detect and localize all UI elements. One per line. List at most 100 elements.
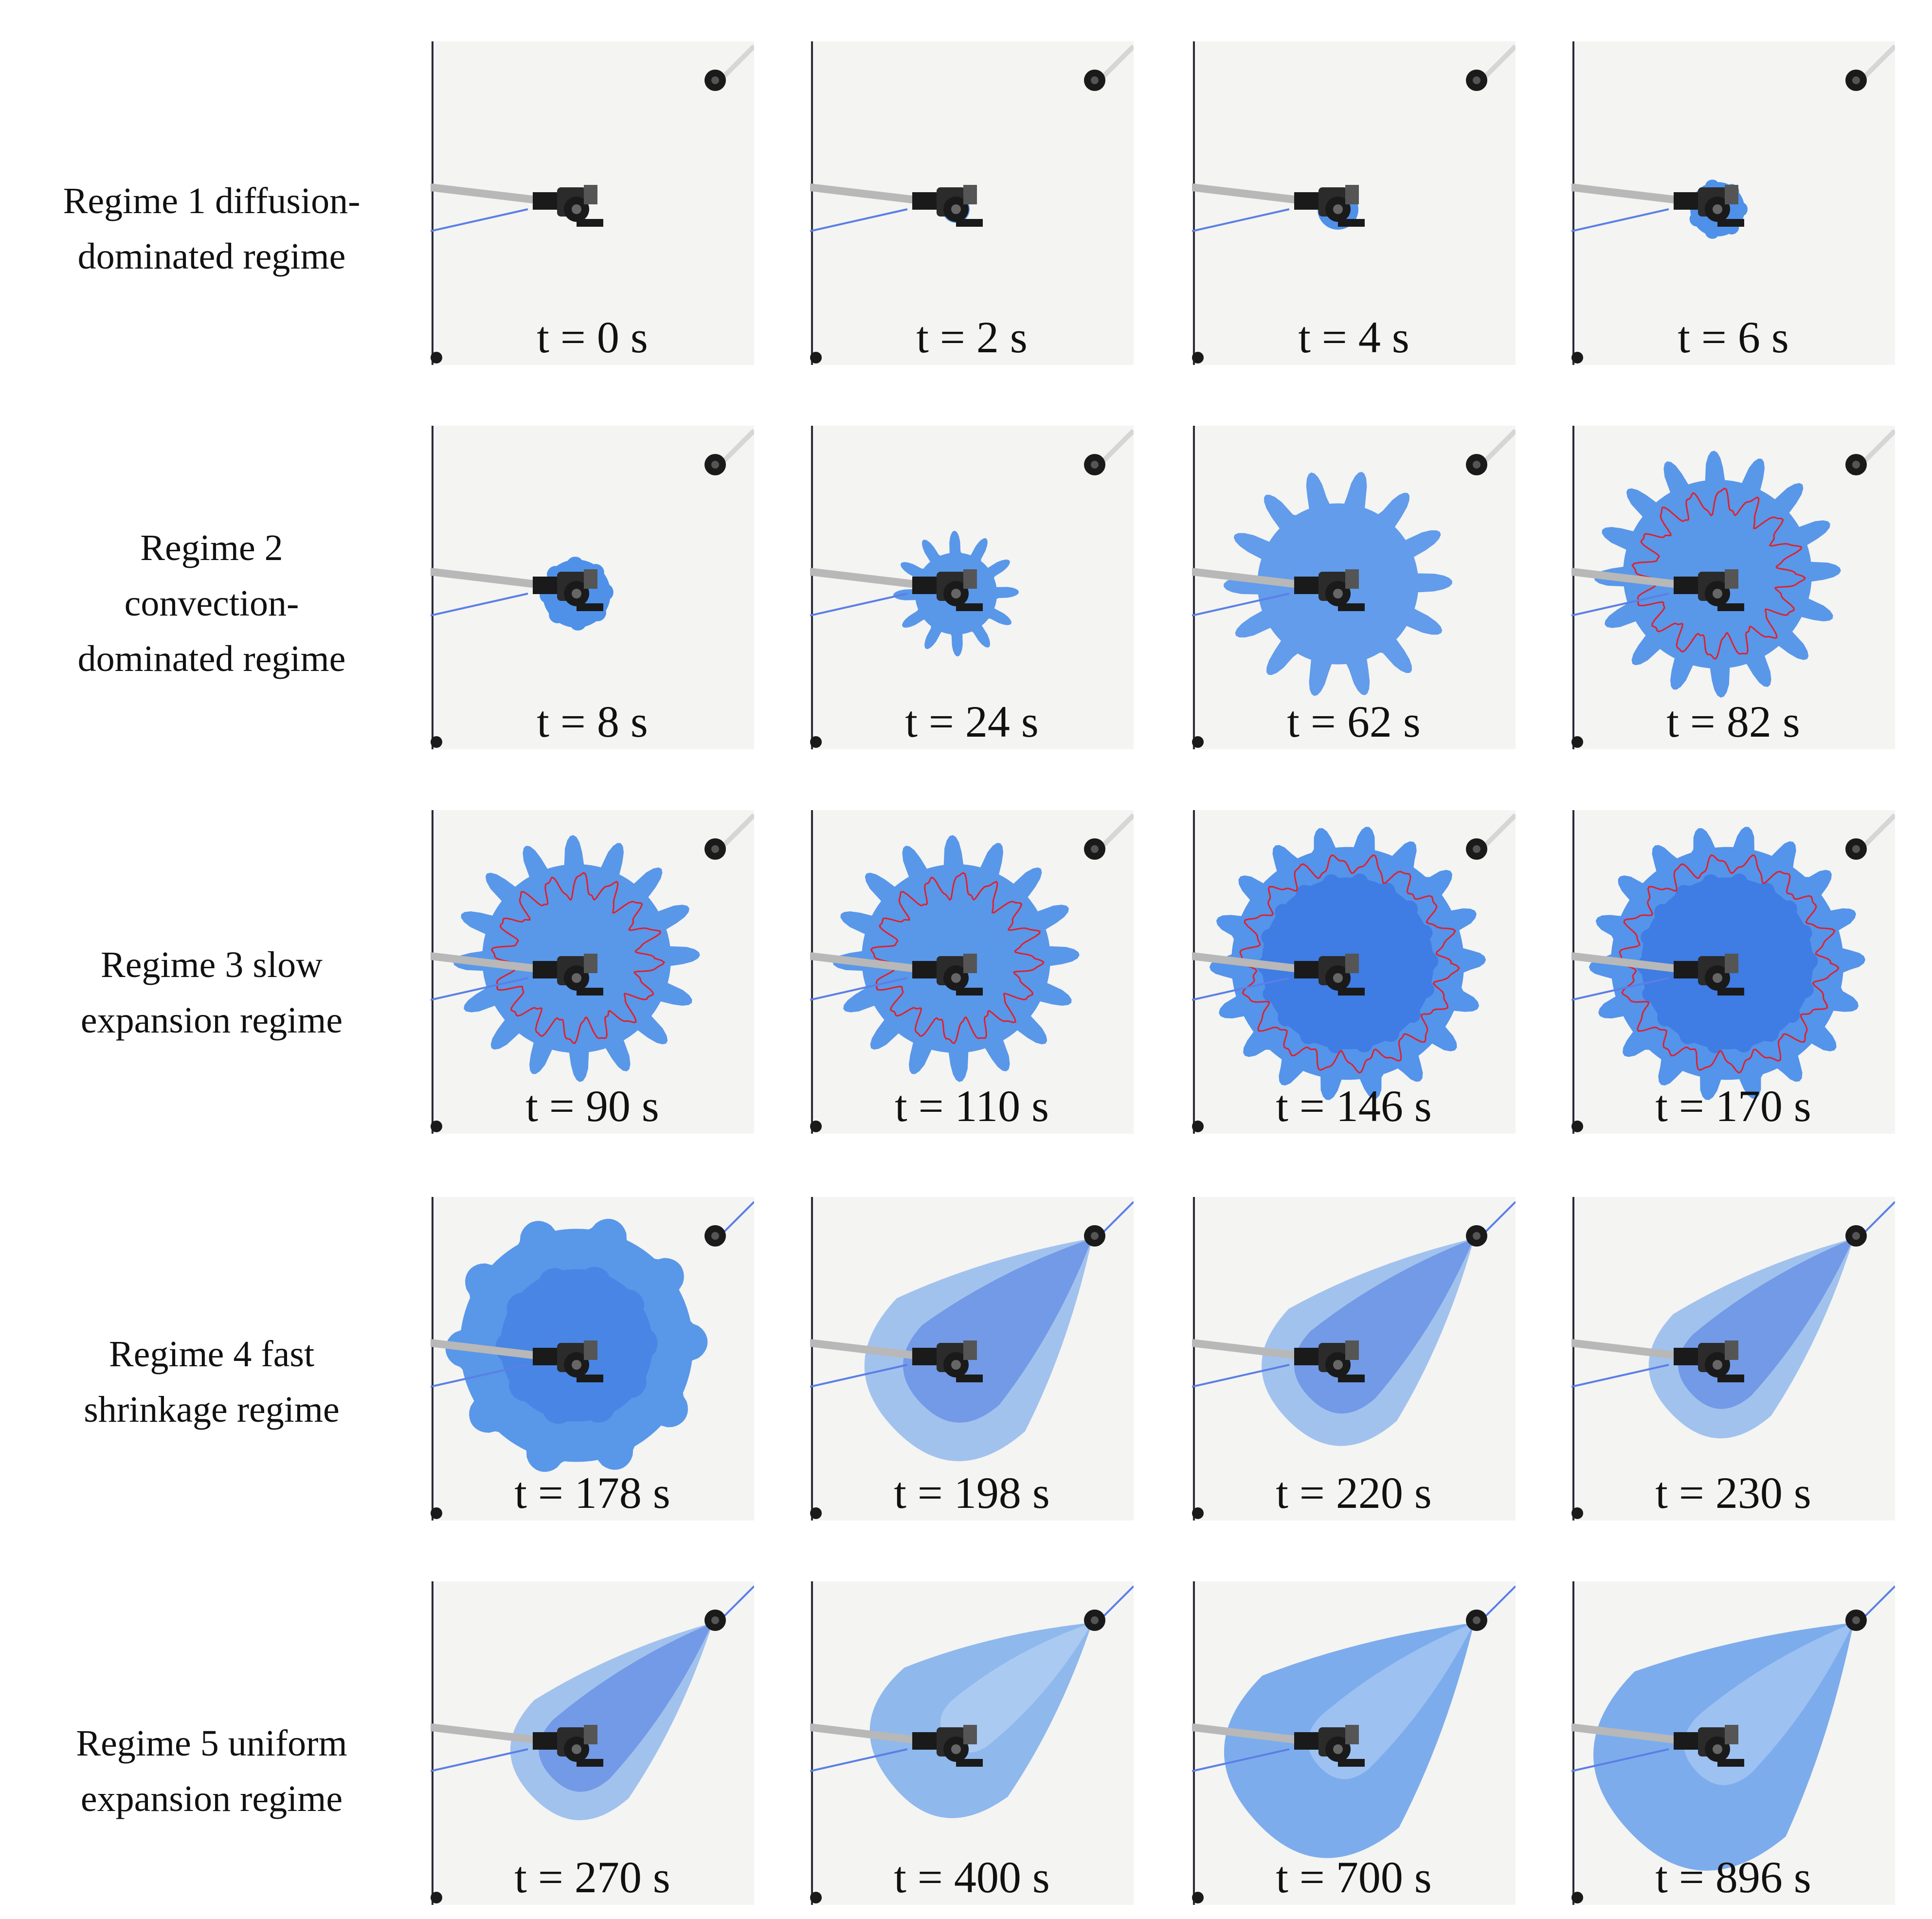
snapshot-image <box>1192 1581 1516 1905</box>
snapshot-image <box>1192 810 1516 1134</box>
interface-line <box>1631 488 1806 660</box>
blue-tube <box>1571 977 1669 1001</box>
time-label: t = 8 s <box>537 697 648 746</box>
corner-knob <box>1571 1892 1583 1903</box>
time-label: t = 700 s <box>1276 1852 1432 1902</box>
injector-assembly <box>912 1725 983 1767</box>
injector-assembly <box>1294 954 1365 996</box>
blue-tube <box>1192 1748 1290 1772</box>
time-label: t = 0 s <box>537 312 648 362</box>
corner-knob <box>1192 1892 1204 1903</box>
regime-label: Regime 2 convection-dominated regime <box>19 520 404 687</box>
injector-assembly <box>1294 569 1365 611</box>
regime-label-line: Regime 2 <box>140 527 283 568</box>
outlet-knob-center <box>1852 845 1860 853</box>
snapshot-panel: t = 220 s <box>1192 1197 1516 1521</box>
blue-tube <box>1192 593 1290 616</box>
snapshot-image <box>431 1197 754 1521</box>
corner-knob <box>810 736 822 748</box>
regime-label-line: Regime 4 fast <box>108 1334 315 1375</box>
blue-tube <box>431 1364 528 1388</box>
corner-knob <box>431 352 442 363</box>
dye-highlight <box>940 1623 1092 1753</box>
dye-plume-outer <box>864 1238 1092 1462</box>
regime-label-line: expansion regime <box>80 1000 343 1041</box>
snapshot-panel: t = 400 s <box>810 1581 1134 1905</box>
blue-tube <box>1192 208 1290 232</box>
dye-drop <box>869 1623 1092 1818</box>
tube <box>431 1339 537 1359</box>
injector-assembly <box>912 1340 983 1382</box>
tube <box>1571 952 1678 972</box>
injector-assembly <box>1674 569 1744 611</box>
dye-plume-core <box>1294 1238 1474 1414</box>
regime-label: Regime 4 fast shrinkage regime <box>19 1326 404 1437</box>
corner-knob <box>431 736 442 748</box>
injector-assembly <box>1674 185 1744 227</box>
corner-knob <box>1571 352 1583 363</box>
corner-knob <box>1571 1121 1583 1132</box>
regime-label-line: shrinkage regime <box>84 1389 340 1430</box>
outlet-knob-center <box>1091 76 1099 84</box>
time-label: t = 146 s <box>1276 1081 1432 1131</box>
snapshot-image <box>1571 810 1895 1134</box>
injector-assembly <box>1294 1340 1365 1382</box>
time-label: t = 24 s <box>905 697 1039 746</box>
outlet-knob-center <box>1091 1232 1099 1240</box>
blue-tube <box>810 1364 908 1388</box>
snapshot-panel: t = 230 s <box>1571 1197 1895 1521</box>
snapshot-image <box>810 810 1134 1134</box>
tube <box>810 952 916 972</box>
time-label: t = 198 s <box>894 1468 1050 1518</box>
injector-assembly <box>533 1725 603 1767</box>
snapshot-image <box>431 426 754 749</box>
tube <box>810 183 916 203</box>
corner-knob <box>431 1892 442 1903</box>
outlet-knob-center <box>1852 461 1860 469</box>
regime-label: Regime 3 slow expansion regime <box>19 937 404 1048</box>
snapshot-image <box>1571 1581 1895 1905</box>
snapshot-panel: t = 8 s <box>431 426 754 749</box>
outlet-knob-center <box>1091 845 1099 853</box>
snapshot-image <box>810 1581 1134 1905</box>
corner-knob <box>1192 1507 1204 1519</box>
snapshot-image <box>431 41 754 365</box>
tube <box>1571 568 1678 588</box>
outlet-knob-center <box>1473 461 1481 469</box>
blue-tube <box>1192 977 1290 1001</box>
blue-tube <box>1571 1364 1669 1388</box>
injector-assembly <box>912 569 983 611</box>
injector-assembly <box>1294 185 1365 227</box>
corner-knob <box>810 1892 822 1903</box>
time-label: t = 6 s <box>1678 312 1789 362</box>
tube <box>431 1723 537 1743</box>
injector-assembly <box>533 569 603 611</box>
dye-plume-outer <box>1262 1238 1474 1446</box>
outlet-knob-center <box>711 1232 719 1240</box>
outlet-knob-center <box>711 1616 719 1624</box>
tube <box>1192 952 1298 972</box>
blue-tube <box>431 208 528 232</box>
tube <box>431 568 537 588</box>
snapshot-panel: t = 178 s <box>431 1197 754 1521</box>
outlet-knob-center <box>711 76 719 84</box>
regime-label-line: dominated regime <box>77 638 346 679</box>
snapshot-panel: t = 62 s <box>1192 426 1516 749</box>
time-label: t = 896 s <box>1655 1852 1811 1902</box>
snapshot-panel: t = 896 s <box>1571 1581 1895 1905</box>
snapshot-image <box>1571 1197 1895 1521</box>
injector-assembly <box>1674 1340 1744 1382</box>
snapshot-image <box>1192 1197 1516 1521</box>
outlet-knob-center <box>1852 1232 1860 1240</box>
injector-assembly <box>1674 954 1744 996</box>
time-label: t = 400 s <box>894 1852 1050 1902</box>
corner-knob <box>431 1121 442 1132</box>
snapshot-image <box>810 426 1134 749</box>
blue-tube <box>810 208 908 232</box>
corner-knob <box>810 352 822 363</box>
blue-tube <box>810 1748 908 1772</box>
outlet-knob-center <box>711 461 719 469</box>
outlet-knob-center <box>711 845 719 853</box>
interface-line <box>870 872 1045 1044</box>
snapshot-panel: t = 0 s <box>431 41 754 365</box>
